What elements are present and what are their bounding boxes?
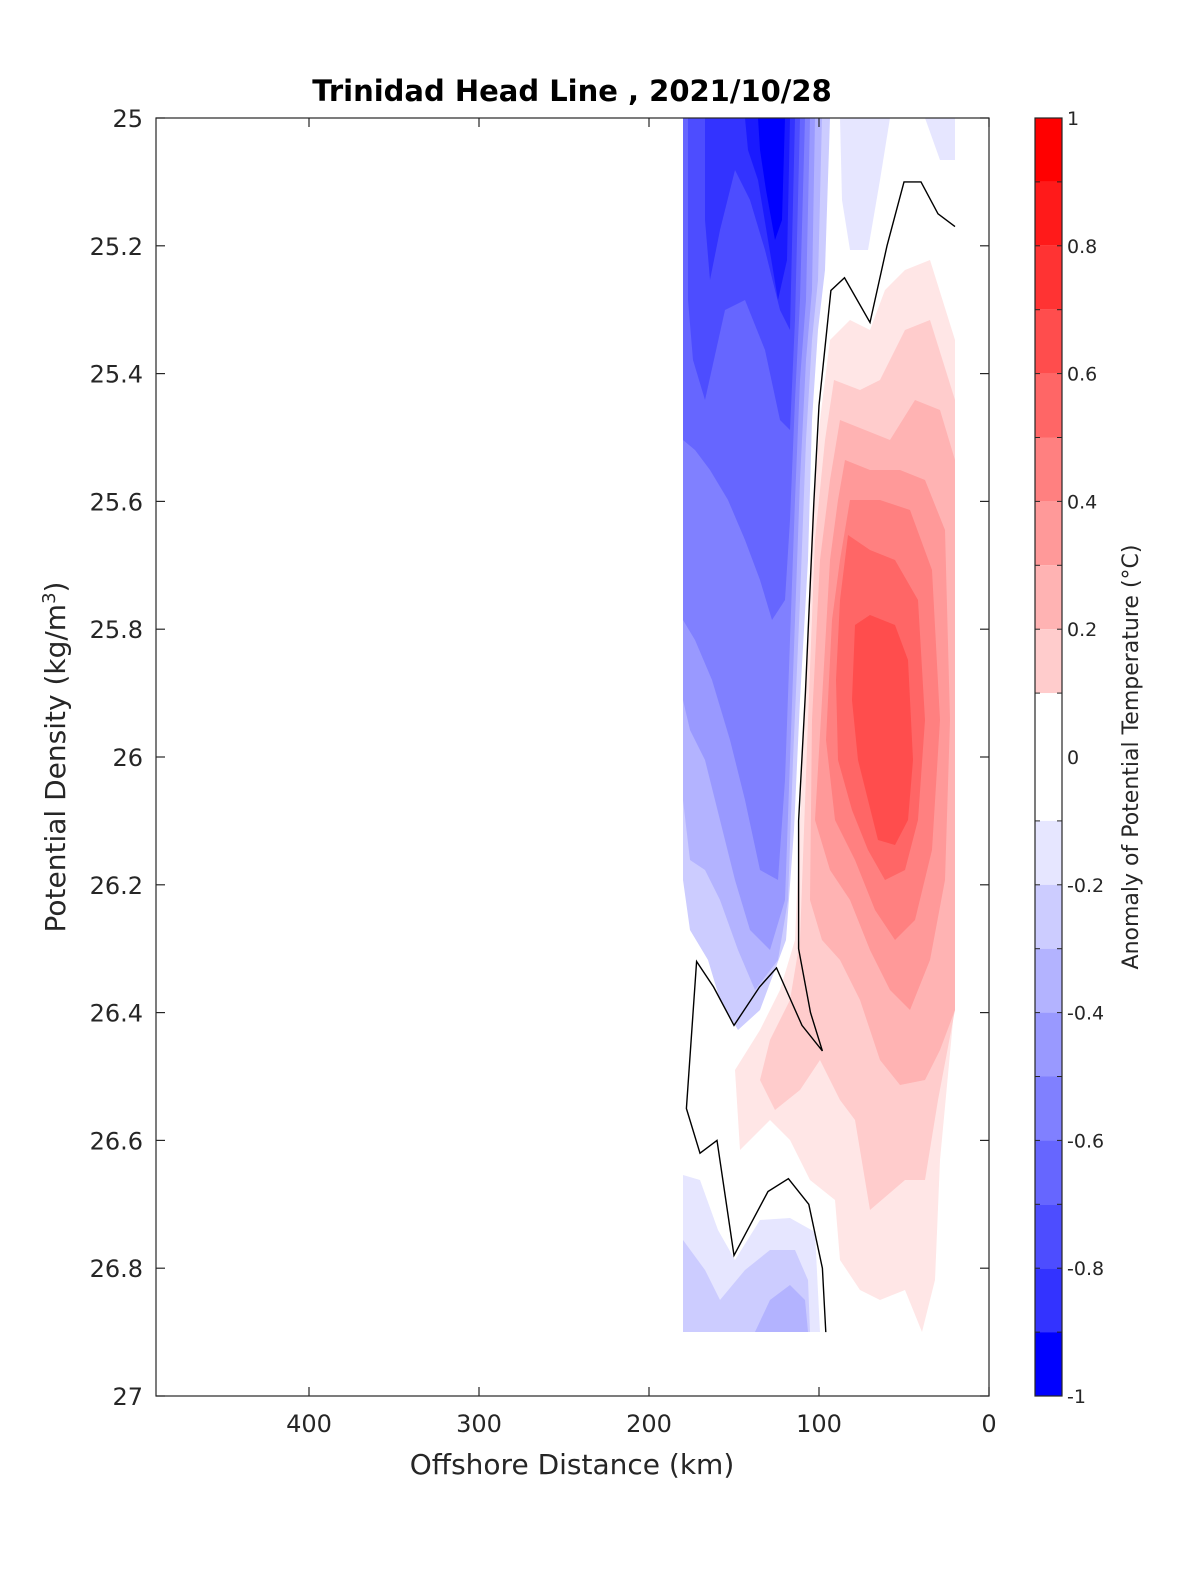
colorbar-tick-label: -0.2 bbox=[1067, 875, 1104, 897]
colorbar-tick-label: 0 bbox=[1067, 747, 1079, 769]
colorbar-bin bbox=[1035, 948, 1062, 1013]
colorbar-bin bbox=[1035, 1140, 1062, 1205]
colorbar-bin bbox=[1035, 1268, 1062, 1333]
chart-title: Trinidad Head Line , 2021/10/28 bbox=[312, 74, 832, 108]
colorbar-tick-label: -0.4 bbox=[1067, 1003, 1104, 1025]
colorbar-bin bbox=[1035, 565, 1062, 630]
colorbar-bin bbox=[1035, 884, 1062, 949]
y-tick-label: 26.8 bbox=[90, 1255, 143, 1283]
colorbar-bin bbox=[1035, 1204, 1062, 1269]
colorbar-bin bbox=[1035, 1012, 1062, 1077]
y-axis-title-sup: 3 bbox=[39, 592, 60, 603]
colorbar-tick-label: 0.2 bbox=[1067, 619, 1097, 641]
anomaly-field bbox=[683, 118, 955, 1332]
colorbar-bin bbox=[1035, 437, 1062, 502]
x-axis: 400 300 200 100 0 bbox=[286, 118, 997, 1438]
y-tick-label: 25.6 bbox=[90, 488, 143, 516]
x-axis-title: Offshore Distance (km) bbox=[410, 1448, 735, 1481]
cold-patch-top-1 bbox=[840, 118, 890, 250]
colorbar-tick-label: -0.8 bbox=[1067, 1258, 1104, 1280]
colorbar-tick-label: -1 bbox=[1067, 1386, 1086, 1408]
colorbar-bin bbox=[1035, 501, 1062, 566]
colorbar-tick-label: 0.4 bbox=[1067, 491, 1097, 513]
cold-band-09 bbox=[758, 118, 785, 240]
colorbar-bin bbox=[1035, 309, 1062, 374]
y-tick-label: 26.4 bbox=[90, 1000, 143, 1028]
warm-band-07 bbox=[852, 615, 913, 845]
y-tick-label: 25.8 bbox=[90, 616, 143, 644]
x-tick-label: 300 bbox=[456, 1410, 502, 1438]
colorbar-tick-label: 0.6 bbox=[1067, 364, 1097, 386]
x-tick-label: 0 bbox=[981, 1410, 996, 1438]
cold-patch-bottom-3 bbox=[755, 1285, 808, 1332]
y-axis-title-close: ) bbox=[39, 582, 72, 593]
y-axis-title-main: Potential Density (kg/m bbox=[39, 604, 72, 933]
colorbar-bin bbox=[1035, 181, 1062, 246]
colorbar-bin bbox=[1035, 1076, 1062, 1141]
colorbar-bin bbox=[1035, 693, 1062, 821]
y-tick-label: 26.6 bbox=[90, 1127, 143, 1155]
colorbar-bin bbox=[1035, 373, 1062, 438]
y-tick-label: 27 bbox=[112, 1383, 143, 1411]
zero-contour-line bbox=[685, 181, 956, 1333]
colorbar-frame bbox=[1034, 117, 1063, 1397]
colorbar-bin bbox=[1035, 118, 1062, 182]
x-tick-label: 400 bbox=[286, 1410, 332, 1438]
y-tick-label: 25.2 bbox=[90, 233, 143, 261]
colorbar-bin bbox=[1035, 820, 1062, 885]
colorbar-title: Anomaly of Potential Temperature (°C) bbox=[1119, 545, 1144, 970]
colorbar-bin bbox=[1035, 1332, 1062, 1396]
colorbar: 1 0.8 0.6 0.4 0.2 0 -0.2 -0.4 -0.6 -0.8 -1 bbox=[1034, 108, 1104, 1408]
y-axis: 25 25.2 25.4 25.6 25.8 26 26.2 26.4 26.6 26.8 27 bbox=[90, 105, 989, 1411]
y-tick-label: 26 bbox=[112, 744, 143, 772]
colorbar-tick-label: -0.6 bbox=[1067, 1130, 1104, 1152]
colorbar-tick-label: 1 bbox=[1067, 108, 1079, 130]
colorbar-bin bbox=[1035, 245, 1062, 310]
y-tick-label: 25 bbox=[112, 105, 143, 133]
y-tick-label: 25.4 bbox=[90, 361, 143, 389]
y-axis-title: Potential Density (kg/m3) bbox=[39, 582, 73, 933]
x-tick-label: 100 bbox=[796, 1410, 842, 1438]
x-tick-label: 200 bbox=[626, 1410, 672, 1438]
y-tick-label: 26.2 bbox=[90, 872, 143, 900]
colorbar-tick-label: 0.8 bbox=[1067, 236, 1097, 258]
colorbar-bin bbox=[1035, 629, 1062, 694]
cold-patch-top-2 bbox=[925, 118, 955, 160]
